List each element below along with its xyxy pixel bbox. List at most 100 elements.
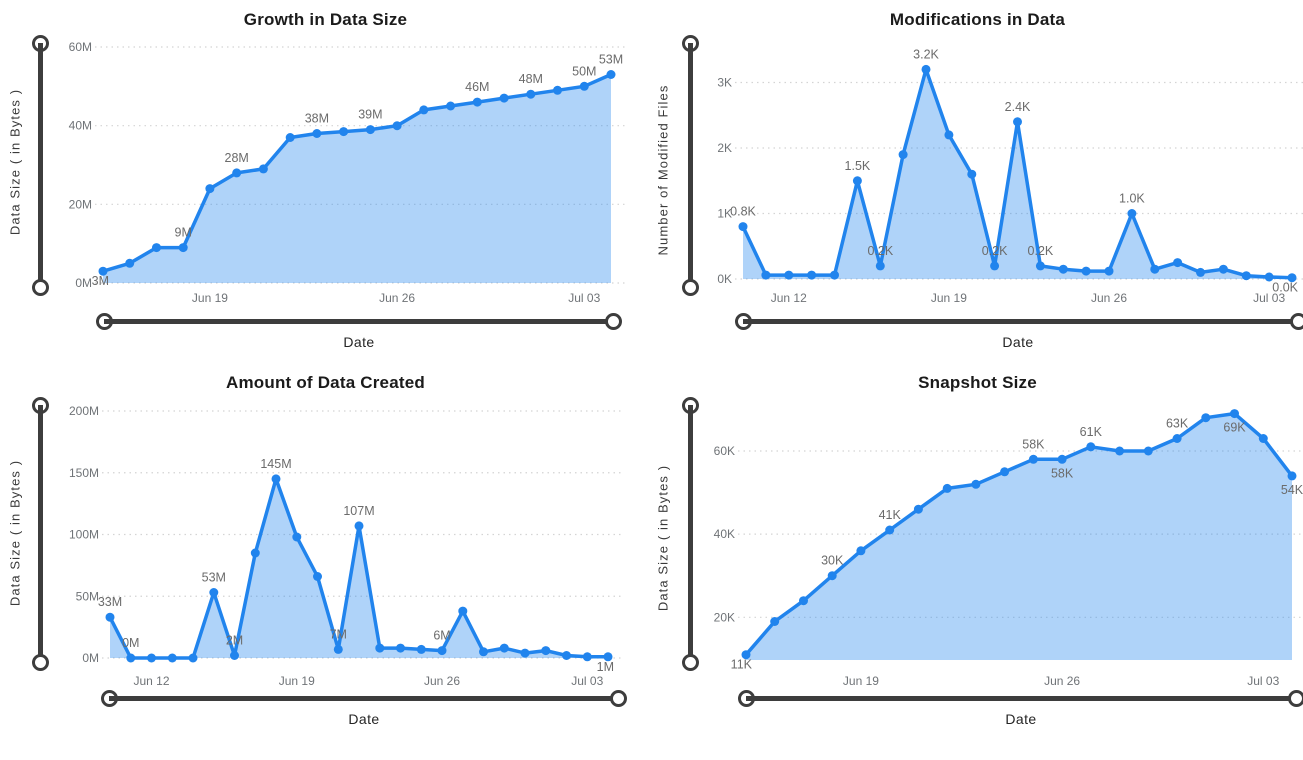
data-point[interactable] <box>258 164 268 174</box>
data-point[interactable] <box>520 648 530 658</box>
data-point[interactable] <box>125 258 135 268</box>
x-slider-track[interactable] <box>746 696 1297 701</box>
data-point[interactable] <box>354 521 364 531</box>
data-point[interactable] <box>209 588 219 597</box>
data-point[interactable] <box>396 643 405 653</box>
data-point[interactable] <box>553 85 562 95</box>
data-point[interactable] <box>830 270 839 280</box>
data-point[interactable] <box>1287 273 1297 283</box>
data-point[interactable] <box>147 653 156 663</box>
y-slider-min-handle[interactable] <box>32 279 49 296</box>
x-range-slider[interactable] <box>738 690 1303 707</box>
data-point[interactable] <box>472 97 482 107</box>
data-point[interactable] <box>1172 434 1182 443</box>
data-point[interactable] <box>1058 264 1068 274</box>
data-point[interactable] <box>152 243 161 253</box>
data-point[interactable] <box>392 121 402 131</box>
data-point[interactable] <box>807 270 817 280</box>
data-point[interactable] <box>188 653 198 663</box>
data-point[interactable] <box>271 474 281 484</box>
x-slider-track[interactable] <box>104 319 614 324</box>
x-slider-max-handle[interactable] <box>610 690 627 707</box>
x-slider-max-handle[interactable] <box>1288 690 1303 707</box>
data-point[interactable] <box>250 548 260 558</box>
data-point[interactable] <box>1150 264 1160 274</box>
x-slider-track[interactable] <box>109 696 619 701</box>
data-point[interactable] <box>761 270 771 280</box>
data-point[interactable] <box>126 653 136 663</box>
data-point[interactable] <box>333 644 343 654</box>
data-point[interactable] <box>990 261 1000 271</box>
y-slider-track[interactable] <box>688 43 693 288</box>
data-point[interactable] <box>313 572 322 581</box>
y-slider-track[interactable] <box>38 43 43 288</box>
y-slider-min-handle[interactable] <box>32 654 49 671</box>
data-point[interactable] <box>738 222 748 232</box>
data-point[interactable] <box>1143 446 1153 456</box>
data-point[interactable] <box>230 651 239 660</box>
data-point[interactable] <box>827 571 837 581</box>
data-point[interactable] <box>98 266 108 276</box>
data-point[interactable] <box>541 646 551 656</box>
data-point[interactable] <box>1104 266 1114 276</box>
y-range-slider[interactable] <box>682 397 699 671</box>
y-slider-track[interactable] <box>688 405 693 663</box>
x-range-slider[interactable] <box>735 313 1303 330</box>
data-point[interactable] <box>419 105 429 115</box>
data-point[interactable] <box>1115 446 1125 456</box>
data-point[interactable] <box>292 532 302 542</box>
data-point[interactable] <box>1201 413 1211 423</box>
data-point[interactable] <box>770 617 780 626</box>
data-point[interactable] <box>1264 272 1274 282</box>
data-point[interactable] <box>1057 454 1067 464</box>
data-point[interactable] <box>1081 266 1091 276</box>
data-point[interactable] <box>365 125 375 135</box>
data-point[interactable] <box>784 270 794 280</box>
data-point[interactable] <box>741 650 751 660</box>
data-point[interactable] <box>1230 409 1239 419</box>
x-slider-max-handle[interactable] <box>1290 313 1303 330</box>
data-point[interactable] <box>913 504 923 514</box>
data-point[interactable] <box>526 89 536 99</box>
data-point[interactable] <box>479 647 488 657</box>
data-point[interactable] <box>178 243 188 253</box>
data-point[interactable] <box>885 525 895 535</box>
data-point[interactable] <box>1218 264 1228 274</box>
data-point[interactable] <box>1258 434 1268 443</box>
data-point[interactable] <box>1028 454 1038 464</box>
data-point[interactable] <box>1196 267 1205 277</box>
data-point[interactable] <box>898 150 908 160</box>
data-point[interactable] <box>856 546 866 556</box>
data-point[interactable] <box>799 596 808 606</box>
data-point[interactable] <box>582 652 592 662</box>
data-point[interactable] <box>562 651 571 660</box>
data-point[interactable] <box>446 101 456 111</box>
data-point[interactable] <box>971 479 981 489</box>
y-slider-track[interactable] <box>38 405 43 663</box>
data-point[interactable] <box>167 653 177 663</box>
y-range-slider[interactable] <box>682 35 699 296</box>
y-range-slider[interactable] <box>32 35 49 296</box>
data-point[interactable] <box>416 644 426 654</box>
data-point[interactable] <box>579 81 589 91</box>
y-slider-min-handle[interactable] <box>682 654 699 671</box>
data-point[interactable] <box>1013 117 1022 127</box>
data-point[interactable] <box>942 483 952 493</box>
data-point[interactable] <box>499 93 509 103</box>
y-slider-min-handle[interactable] <box>682 279 699 296</box>
data-point[interactable] <box>375 643 385 653</box>
data-point[interactable] <box>1035 261 1045 271</box>
data-point[interactable] <box>285 133 295 142</box>
data-point[interactable] <box>437 646 447 656</box>
data-point[interactable] <box>205 184 215 194</box>
y-range-slider[interactable] <box>32 397 49 671</box>
x-slider-max-handle[interactable] <box>605 313 622 330</box>
data-point[interactable] <box>499 643 509 653</box>
data-point[interactable] <box>944 130 954 140</box>
x-slider-track[interactable] <box>743 319 1299 324</box>
data-point[interactable] <box>852 176 862 186</box>
data-point[interactable] <box>458 606 468 616</box>
data-point[interactable] <box>606 70 616 79</box>
data-point[interactable] <box>1173 258 1183 268</box>
data-point[interactable] <box>603 652 613 662</box>
